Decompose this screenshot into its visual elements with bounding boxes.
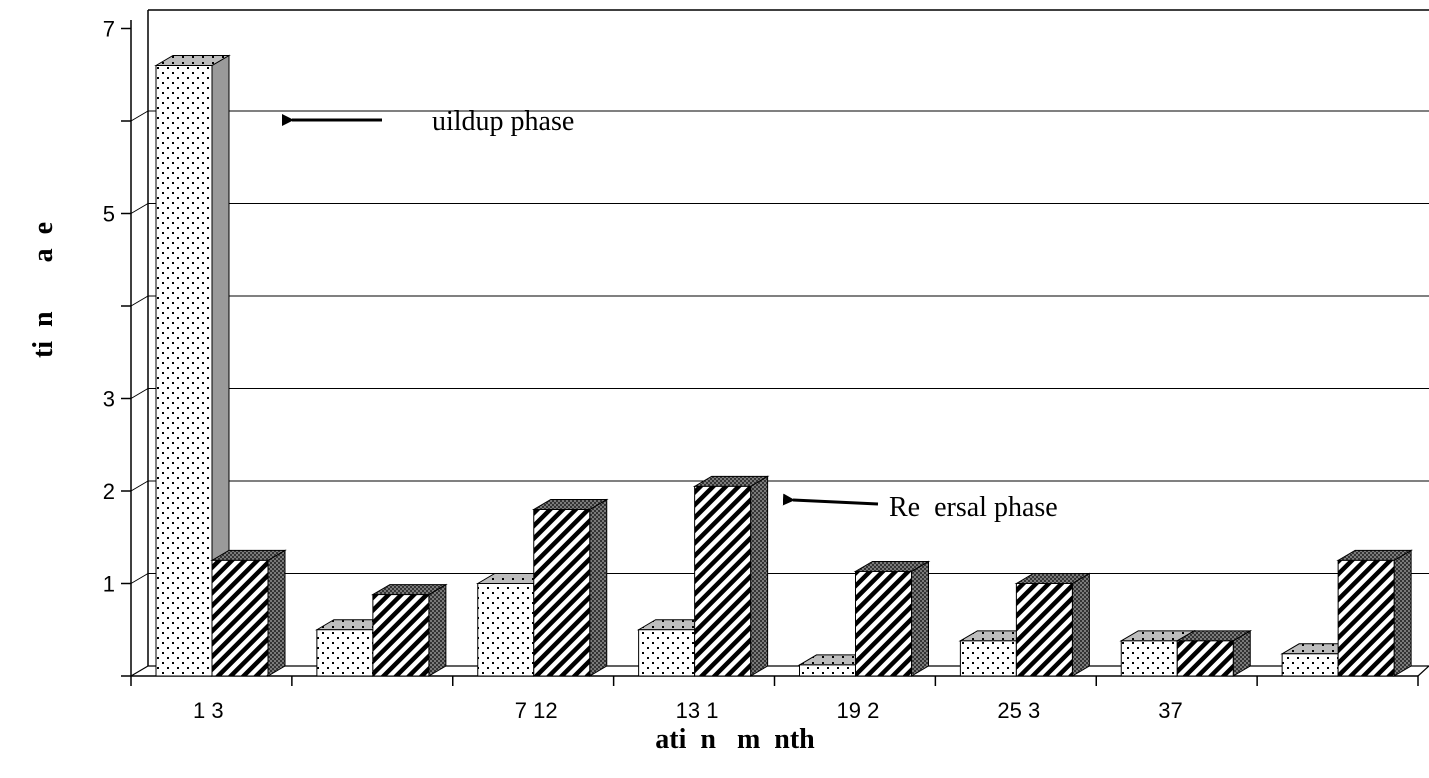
bar-front bbox=[533, 509, 591, 677]
y-tick-label: 5 bbox=[103, 202, 115, 227]
x-tick-label: 7 12 bbox=[515, 698, 558, 723]
y-axis-title: ti n a e bbox=[28, 222, 59, 358]
bar-front bbox=[799, 664, 856, 677]
bar bbox=[154, 54, 231, 677]
x-axis: 1 3 7 12 13 1 19 2 25 3 37 bbox=[130, 675, 1419, 723]
bar-front bbox=[1120, 640, 1178, 677]
bar-side bbox=[911, 560, 929, 677]
gridline-side bbox=[130, 388, 149, 399]
bars bbox=[154, 54, 1413, 677]
bar bbox=[692, 475, 770, 677]
reversal-arrow bbox=[782, 493, 879, 506]
bar-front bbox=[959, 640, 1017, 677]
y-tick-label: 7 bbox=[103, 17, 115, 42]
x-tick-label: 37 bbox=[1158, 698, 1182, 723]
bar bbox=[210, 549, 287, 677]
bar bbox=[1014, 572, 1092, 677]
bar-side bbox=[750, 475, 769, 677]
bar-front bbox=[638, 629, 696, 677]
bar-front bbox=[1281, 653, 1339, 677]
y-tick-label: 2 bbox=[103, 479, 115, 504]
bar-front bbox=[1337, 559, 1395, 677]
bar-front bbox=[1176, 640, 1234, 677]
bar-side bbox=[1071, 572, 1090, 677]
gridlines bbox=[130, 110, 1429, 584]
bar-side bbox=[1393, 549, 1412, 677]
annotation-reversal: Re ersal phase bbox=[782, 492, 1058, 523]
gridline-side bbox=[130, 295, 149, 307]
bar bbox=[1175, 629, 1253, 677]
x-tick-label: 25 3 bbox=[997, 698, 1040, 723]
plot-frame bbox=[130, 9, 1429, 677]
gridline-side bbox=[130, 110, 149, 122]
bar-front bbox=[155, 65, 213, 677]
gridline-side bbox=[130, 203, 149, 214]
y-tick-label: 3 bbox=[103, 387, 115, 412]
x-tick-label: 1 3 bbox=[193, 698, 224, 723]
y-tick-label: 1 bbox=[103, 572, 115, 597]
annotation-buildup-label: uildup phase bbox=[432, 106, 574, 137]
x-tick-label: 13 1 bbox=[676, 698, 719, 723]
bar-front bbox=[855, 570, 912, 677]
annotation-reversal-label: Re ersal phase bbox=[889, 492, 1058, 523]
bar-front bbox=[1015, 583, 1073, 677]
bar-front bbox=[316, 629, 374, 677]
gridline-side bbox=[130, 573, 149, 584]
bar-side bbox=[428, 583, 447, 677]
annotation-buildup: uildup phase bbox=[282, 106, 574, 137]
frame-floor-right bbox=[1417, 665, 1429, 677]
x-tick-label: 19 2 bbox=[837, 698, 880, 723]
y-axis: 1 2 3 5 7 bbox=[103, 17, 132, 677]
bar-side bbox=[267, 549, 286, 677]
bar-front bbox=[477, 583, 535, 677]
bar-front bbox=[372, 594, 430, 677]
bar-front bbox=[694, 485, 752, 677]
bar-side bbox=[589, 498, 608, 677]
frame-floor-left bbox=[130, 665, 149, 677]
bar bbox=[853, 560, 931, 677]
bar bbox=[531, 498, 609, 677]
bar bbox=[371, 583, 448, 677]
x-axis-title: ati n m nth bbox=[655, 724, 815, 755]
gridline-side bbox=[130, 480, 149, 492]
bar bbox=[1336, 549, 1413, 677]
bar-front bbox=[211, 559, 269, 677]
